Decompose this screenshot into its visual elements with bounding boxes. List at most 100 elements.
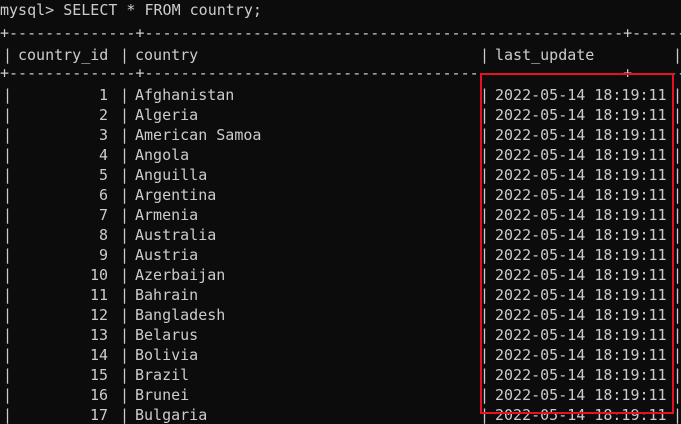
- column-divider: |: [480, 106, 490, 124]
- cell-last-update: 2022-05-14 18:19:11: [495, 186, 667, 204]
- column-divider: |: [673, 186, 681, 204]
- table-row: | 3 | American Samoa | 2022-05-14 18:19:11 |: [0, 125, 681, 145]
- column-divider: |: [673, 346, 681, 364]
- column-divider: |: [480, 386, 490, 404]
- column-divider: |: [120, 246, 130, 264]
- column-divider: |: [480, 266, 490, 284]
- table-row: | 15 | Brazil | 2022-05-14 18:19:11 |: [0, 365, 681, 385]
- column-divider: |: [673, 246, 681, 264]
- column-divider: |: [673, 126, 681, 144]
- column-divider: |: [673, 106, 681, 124]
- column-divider: |: [480, 146, 490, 164]
- column-divider: |: [3, 366, 13, 384]
- cell-country: Azerbaijan: [135, 266, 226, 284]
- table-row: | 4 | Angola | 2022-05-14 18:19:11 |: [0, 145, 681, 165]
- cell-country: Austria: [135, 246, 199, 264]
- cell-country-id: 3: [98, 126, 108, 144]
- column-divider: |: [3, 126, 13, 144]
- column-divider: |: [3, 206, 13, 224]
- cell-country: Afghanistan: [135, 86, 235, 104]
- column-divider: |: [120, 366, 130, 384]
- cell-last-update: 2022-05-14 18:19:11: [495, 386, 667, 404]
- column-divider: |: [3, 386, 13, 404]
- column-divider: |: [480, 226, 490, 244]
- column-divider: |: [120, 306, 130, 324]
- cell-last-update: 2022-05-14 18:19:11: [495, 306, 667, 324]
- cell-last-update: 2022-05-14 18:19:11: [495, 86, 667, 104]
- cell-country-id: 15: [89, 366, 108, 384]
- cell-country-id: 6: [98, 186, 108, 204]
- column-divider: |: [480, 126, 490, 144]
- cell-last-update: 2022-05-14 18:19:11: [495, 166, 667, 184]
- table-row: | 12 | Bangladesh | 2022-05-14 18:19:11 |: [0, 305, 681, 325]
- cell-country: Brazil: [135, 366, 190, 384]
- column-divider: |: [120, 326, 130, 344]
- column-divider: |: [3, 306, 13, 324]
- table-border-top: +--------------+------------------------…: [0, 24, 681, 42]
- column-divider: |: [120, 106, 130, 124]
- column-divider: |: [673, 306, 681, 324]
- column-divider: |: [120, 226, 130, 244]
- column-header-country-id: country_id: [18, 46, 109, 64]
- cell-country-id: 8: [98, 226, 108, 244]
- command-prompt-line: mysql> SELECT * FROM country;: [0, 1, 262, 19]
- column-divider: |: [120, 206, 130, 224]
- column-divider: |: [3, 46, 13, 64]
- column-divider: |: [480, 206, 490, 224]
- cell-country: American Samoa: [135, 126, 262, 144]
- cell-country: Armenia: [135, 206, 199, 224]
- table-row: | 1 | Afghanistan | 2022-05-14 18:19:11 |: [0, 85, 681, 105]
- table-row: | 2 | Algeria | 2022-05-14 18:19:11 |: [0, 105, 681, 125]
- cell-country-id: 16: [89, 386, 108, 404]
- table-row: | 11 | Bahrain | 2022-05-14 18:19:11 |: [0, 285, 681, 305]
- column-divider: |: [3, 226, 13, 244]
- column-divider: |: [480, 326, 490, 344]
- column-divider: |: [673, 326, 681, 344]
- column-divider: |: [480, 286, 490, 304]
- column-divider: |: [673, 146, 681, 164]
- cell-country: Argentina: [135, 186, 217, 204]
- table-row: | 14 | Bolivia | 2022-05-14 18:19:11 |: [0, 345, 681, 365]
- table-header-row: | country_id | country | last_update |: [0, 45, 681, 65]
- column-divider: |: [120, 286, 130, 304]
- column-divider: |: [3, 286, 13, 304]
- cell-country-id: 1: [98, 86, 108, 104]
- column-divider: |: [673, 266, 681, 284]
- column-divider: |: [673, 406, 681, 424]
- column-divider: |: [120, 86, 130, 104]
- column-divider: |: [3, 326, 13, 344]
- column-divider: |: [120, 386, 130, 404]
- table-row: | 10 | Azerbaijan | 2022-05-14 18:19:11 |: [0, 265, 681, 285]
- cell-country: Australia: [135, 226, 217, 244]
- table-row: | 7 | Armenia | 2022-05-14 18:19:11 |: [0, 205, 681, 225]
- column-divider: |: [3, 346, 13, 364]
- column-divider: |: [480, 346, 490, 364]
- column-divider: |: [673, 226, 681, 244]
- cell-country: Anguilla: [135, 166, 208, 184]
- cell-last-update: 2022-05-14 18:19:11: [495, 326, 667, 344]
- cell-country: Bolivia: [135, 346, 199, 364]
- column-divider: |: [3, 266, 13, 284]
- cell-last-update: 2022-05-14 18:19:11: [495, 346, 667, 364]
- column-header-last-update: last_update: [495, 46, 595, 64]
- table-row: | 16 | Brunei | 2022-05-14 18:19:11 |: [0, 385, 681, 405]
- cell-last-update: 2022-05-14 18:19:11: [495, 366, 667, 384]
- column-divider: |: [673, 286, 681, 304]
- cell-country: Angola: [135, 146, 190, 164]
- column-divider: |: [3, 246, 13, 264]
- cell-country-id: 9: [98, 246, 108, 264]
- column-divider: |: [120, 146, 130, 164]
- cell-country-id: 17: [89, 406, 108, 424]
- column-divider: |: [480, 406, 490, 424]
- table-row: | 8 | Australia | 2022-05-14 18:19:11 |: [0, 225, 681, 245]
- cell-last-update: 2022-05-14 18:19:11: [495, 126, 667, 144]
- column-divider: |: [480, 186, 490, 204]
- cell-country: Bangladesh: [135, 306, 226, 324]
- column-divider: |: [120, 166, 130, 184]
- cell-country-id: 7: [98, 206, 108, 224]
- column-divider: |: [480, 246, 490, 264]
- cell-country: Brunei: [135, 386, 190, 404]
- column-divider: |: [673, 46, 681, 64]
- cell-country-id: 12: [89, 306, 108, 324]
